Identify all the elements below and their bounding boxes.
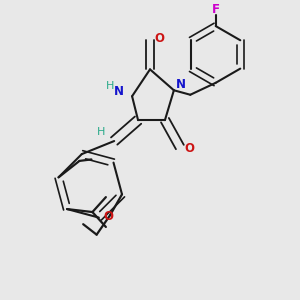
Text: N: N (176, 78, 185, 92)
Text: H: H (106, 81, 114, 91)
Text: H: H (97, 127, 105, 137)
Text: O: O (155, 32, 165, 44)
Text: N: N (114, 85, 124, 98)
Text: O: O (103, 210, 114, 223)
Text: F: F (212, 3, 220, 16)
Text: O: O (185, 142, 195, 155)
